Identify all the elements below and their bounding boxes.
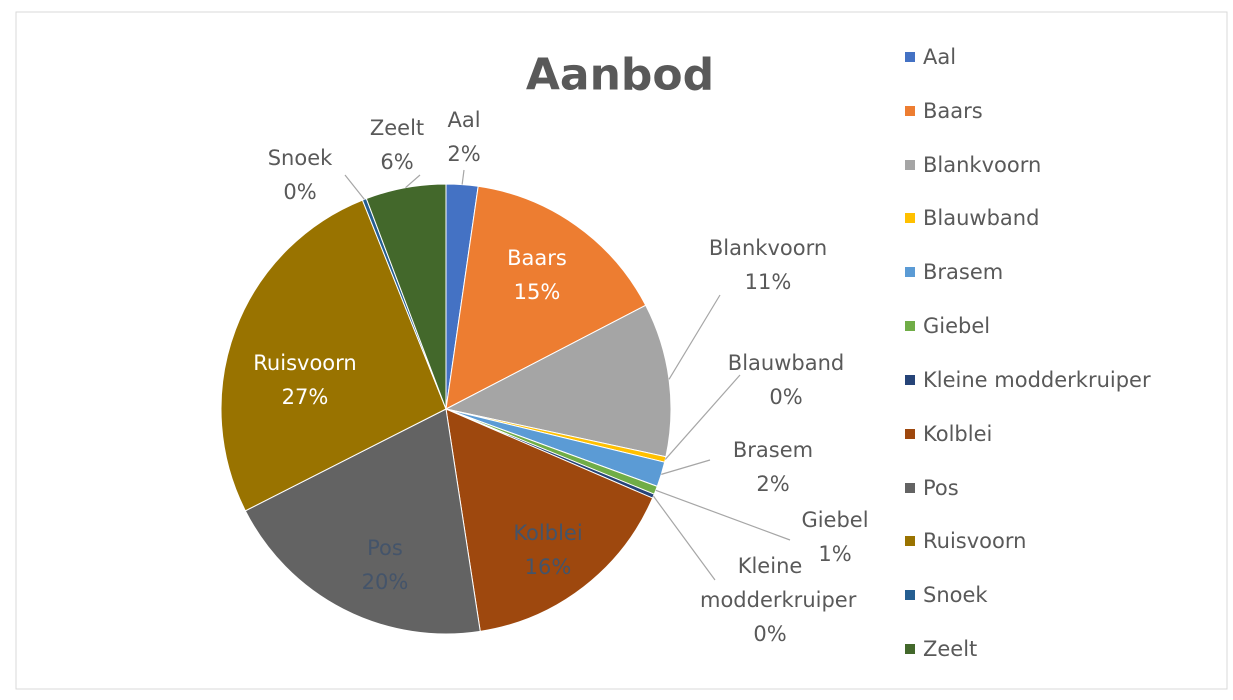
data-label: Baars 15% [507, 241, 567, 309]
legend-item: Baars [905, 99, 983, 123]
legend-swatch [905, 213, 915, 224]
legend-label: Ruisvoorn [923, 529, 1027, 554]
legend-swatch [905, 105, 915, 116]
pie-slice [220, 199, 447, 512]
data-label: Zeelt 6% [370, 111, 424, 179]
legend-swatch [905, 159, 915, 170]
legend-swatch [905, 536, 915, 547]
data-label-name: Kleine modderkruiper [700, 554, 857, 612]
leader-line [344, 174, 365, 200]
data-label: Blankvoorn 11% [709, 231, 827, 299]
data-label-value: 0% [753, 622, 787, 646]
data-label: Blauwband 0% [728, 346, 844, 414]
legend-label: Kleine modderkruiper [923, 367, 1151, 392]
data-label-value: 0% [769, 385, 803, 409]
legend-item: Ruisvoorn [905, 529, 1026, 553]
legend-label: Blankvoorn [923, 152, 1042, 177]
legend-label: Snoek [923, 583, 988, 608]
leader-line [461, 169, 465, 185]
leader-line [664, 374, 741, 460]
data-label-value: 16% [524, 555, 572, 579]
legend-item: Aal [905, 45, 956, 69]
data-label-value: 6% [380, 150, 414, 174]
data-label-name: Brasem [732, 438, 814, 462]
legend-item: Pos [905, 476, 959, 500]
legend-item: Blauwband [905, 206, 1039, 230]
data-label: Snoek 0% [268, 141, 333, 209]
data-label: Aal 2% [447, 103, 480, 171]
legend-label: Brasem [923, 260, 1004, 285]
legend-label: Giebel [923, 314, 991, 339]
pie-slice [445, 408, 654, 632]
legend-item: Brasem [905, 260, 1003, 284]
data-label-value: 27% [281, 385, 329, 409]
legend-swatch [905, 590, 915, 601]
data-label-name: Giebel [801, 508, 869, 532]
data-label: Kleine modderkruiper 0% [700, 549, 857, 651]
data-label-name: Aal [447, 108, 481, 132]
legend-label: Pos [923, 475, 959, 500]
legend-swatch [905, 52, 915, 62]
leader-line [652, 495, 716, 581]
legend-item: Kolblei [905, 422, 992, 446]
leader-line [668, 294, 721, 380]
legend-swatch [905, 321, 915, 332]
data-label: Giebel 1% [801, 503, 868, 571]
data-label-name: Zeelt [369, 116, 425, 140]
legend-item: Zeelt [905, 637, 977, 661]
legend-label: Zeelt [923, 637, 978, 661]
leader-line [655, 489, 791, 541]
data-label-value: 2% [756, 472, 790, 496]
leader-line [661, 459, 711, 475]
data-label: Ruisvoorn 27% [253, 346, 356, 414]
data-label-name: Baars [507, 246, 567, 270]
legend-swatch [905, 267, 915, 278]
data-label-name: Blankvoorn [708, 236, 828, 260]
data-label-value: 15% [513, 280, 561, 304]
data-label-name: Ruisvoorn [253, 351, 357, 375]
legend-swatch [905, 428, 915, 439]
data-label: Brasem 2% [733, 433, 813, 501]
data-label-value: 20% [361, 570, 409, 594]
pie-slice [365, 183, 447, 410]
data-label-value: 0% [283, 180, 317, 204]
leader-line [405, 174, 421, 189]
legend-label: Aal [923, 45, 957, 69]
data-label: Kolblei 16% [513, 516, 582, 584]
legend-item: Giebel [905, 314, 990, 338]
legend-label: Kolblei [923, 421, 993, 446]
pie-slice [445, 185, 647, 410]
data-label-name: Kolblei [513, 521, 583, 545]
legend-label: Blauwband [923, 206, 1040, 231]
legend-swatch [905, 644, 915, 654]
data-label-value: 1% [818, 542, 852, 566]
data-label: Pos 20% [362, 531, 409, 599]
data-label-value: 11% [744, 270, 792, 294]
legend-item: Snoek [905, 583, 988, 607]
legend-label: Baars [923, 98, 983, 123]
chart-title: Aanbod [525, 49, 715, 101]
pie-slice [244, 408, 481, 635]
legend-swatch [905, 482, 915, 493]
pie-slice [444, 304, 672, 458]
data-label-name: Blauwband [727, 351, 845, 375]
data-label-value: 2% [447, 142, 481, 166]
data-label-name: Pos [367, 536, 403, 560]
legend-item: Blankvoorn [905, 153, 1041, 177]
data-label-name: Snoek [267, 146, 333, 170]
legend-swatch [905, 374, 915, 385]
legend-item: Kleine modderkruiper [905, 368, 1151, 392]
